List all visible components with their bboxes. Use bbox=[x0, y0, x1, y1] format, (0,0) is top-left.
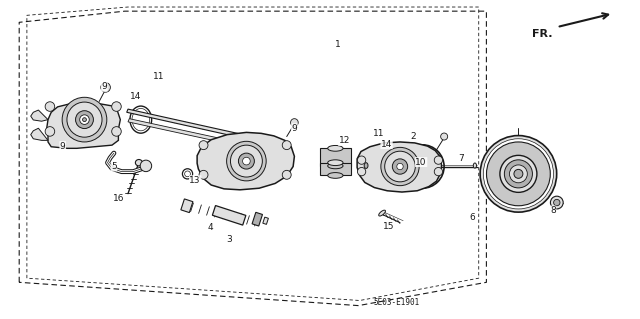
Ellipse shape bbox=[435, 167, 442, 176]
Ellipse shape bbox=[435, 156, 442, 164]
Ellipse shape bbox=[385, 151, 415, 182]
Ellipse shape bbox=[554, 199, 560, 206]
Text: 16: 16 bbox=[113, 194, 124, 203]
Text: 7: 7 bbox=[458, 154, 463, 163]
Ellipse shape bbox=[358, 167, 365, 176]
Ellipse shape bbox=[397, 163, 403, 170]
Ellipse shape bbox=[486, 142, 550, 206]
Ellipse shape bbox=[199, 170, 208, 179]
Ellipse shape bbox=[112, 102, 121, 111]
Text: 2: 2 bbox=[410, 132, 415, 141]
Text: 11: 11 bbox=[153, 72, 164, 81]
Polygon shape bbox=[127, 109, 255, 140]
Text: 4: 4 bbox=[207, 223, 212, 232]
Text: 12: 12 bbox=[339, 137, 350, 145]
Polygon shape bbox=[252, 212, 262, 226]
Text: 9: 9 bbox=[60, 142, 65, 151]
Ellipse shape bbox=[227, 141, 266, 181]
Text: 6: 6 bbox=[470, 213, 475, 222]
Ellipse shape bbox=[328, 160, 343, 166]
Text: 3: 3 bbox=[227, 235, 232, 244]
Polygon shape bbox=[47, 103, 120, 148]
Ellipse shape bbox=[504, 160, 532, 188]
Ellipse shape bbox=[514, 169, 523, 178]
Ellipse shape bbox=[328, 173, 343, 178]
Ellipse shape bbox=[282, 141, 291, 150]
Text: 8: 8 bbox=[550, 206, 556, 215]
Ellipse shape bbox=[62, 97, 107, 142]
Ellipse shape bbox=[483, 139, 554, 209]
Polygon shape bbox=[320, 163, 351, 175]
Polygon shape bbox=[128, 119, 252, 148]
Ellipse shape bbox=[509, 165, 527, 183]
Ellipse shape bbox=[328, 145, 343, 151]
Text: 9: 9 bbox=[292, 124, 297, 133]
Ellipse shape bbox=[101, 83, 110, 92]
Ellipse shape bbox=[112, 127, 121, 136]
Polygon shape bbox=[263, 217, 268, 224]
Ellipse shape bbox=[441, 133, 447, 140]
Text: 1: 1 bbox=[335, 40, 340, 49]
Polygon shape bbox=[320, 148, 351, 166]
Ellipse shape bbox=[136, 160, 142, 166]
Ellipse shape bbox=[76, 111, 93, 129]
Ellipse shape bbox=[474, 163, 476, 168]
Text: 14: 14 bbox=[381, 140, 392, 149]
Ellipse shape bbox=[379, 210, 385, 216]
Polygon shape bbox=[212, 205, 246, 225]
Ellipse shape bbox=[140, 160, 152, 172]
Polygon shape bbox=[31, 110, 48, 121]
Ellipse shape bbox=[291, 119, 298, 126]
Polygon shape bbox=[197, 132, 294, 190]
Ellipse shape bbox=[45, 102, 54, 111]
Ellipse shape bbox=[328, 163, 343, 169]
Polygon shape bbox=[357, 142, 442, 192]
Text: 5: 5 bbox=[111, 162, 116, 171]
Ellipse shape bbox=[45, 127, 54, 136]
Ellipse shape bbox=[392, 159, 408, 174]
Ellipse shape bbox=[243, 157, 250, 165]
Text: FR.: FR. bbox=[532, 29, 553, 39]
Ellipse shape bbox=[282, 170, 291, 179]
Text: 11: 11 bbox=[373, 129, 385, 138]
Ellipse shape bbox=[239, 153, 254, 169]
Polygon shape bbox=[181, 199, 193, 212]
Ellipse shape bbox=[358, 156, 365, 164]
Text: 15: 15 bbox=[383, 222, 395, 231]
Ellipse shape bbox=[199, 141, 208, 150]
Ellipse shape bbox=[67, 102, 102, 137]
Ellipse shape bbox=[230, 145, 262, 177]
Ellipse shape bbox=[381, 147, 419, 186]
Text: 14: 14 bbox=[130, 92, 141, 101]
Text: 5E03-E1901: 5E03-E1901 bbox=[374, 298, 420, 307]
Text: 13: 13 bbox=[189, 176, 201, 185]
Text: 10: 10 bbox=[415, 158, 427, 167]
Ellipse shape bbox=[500, 155, 537, 192]
Polygon shape bbox=[31, 128, 48, 140]
Text: 9: 9 bbox=[102, 82, 107, 91]
Ellipse shape bbox=[550, 196, 563, 209]
Ellipse shape bbox=[83, 118, 86, 122]
Ellipse shape bbox=[480, 136, 557, 212]
Ellipse shape bbox=[80, 115, 89, 124]
Ellipse shape bbox=[364, 163, 368, 168]
